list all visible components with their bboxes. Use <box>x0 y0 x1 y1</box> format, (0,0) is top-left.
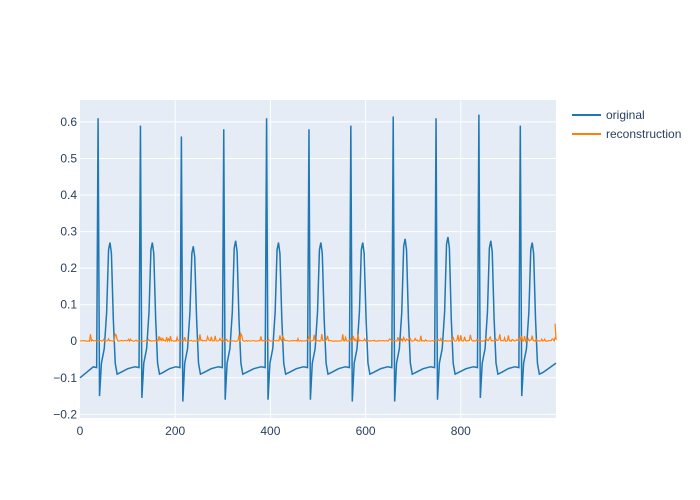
x-tick-label: 400 <box>260 424 280 438</box>
legend-label-original[interactable]: original <box>606 108 645 122</box>
y-tick-label: 0.6 <box>60 115 77 129</box>
x-tick-label: 800 <box>451 424 471 438</box>
tick-labels: 0 200 400 600 800 −0.2 −0.1 0 0.1 0.2 0.3 0.4 0.5 0.6 <box>53 115 471 438</box>
legend[interactable]: original reconstruction <box>572 108 681 141</box>
y-tick-label: 0.4 <box>60 188 77 202</box>
grid <box>80 100 556 418</box>
series-layer <box>79 114 557 402</box>
y-tick-label: −0.1 <box>53 371 77 385</box>
y-tick-label: 0 <box>70 334 77 348</box>
legend-label-reconstruction[interactable]: reconstruction <box>606 127 681 141</box>
y-tick-label: 0.1 <box>60 298 77 312</box>
y-tick-label: 0.2 <box>60 261 77 275</box>
series-line-reconstruction <box>79 323 557 343</box>
y-tick-label: 0.3 <box>60 225 77 239</box>
x-tick-label: 0 <box>77 424 84 438</box>
x-tick-label: 200 <box>165 424 185 438</box>
y-tick-label: −0.2 <box>53 407 77 421</box>
plot-area <box>80 100 556 418</box>
series-line-original <box>79 114 557 402</box>
y-tick-label: 0.5 <box>60 151 77 165</box>
x-tick-label: 600 <box>356 424 376 438</box>
